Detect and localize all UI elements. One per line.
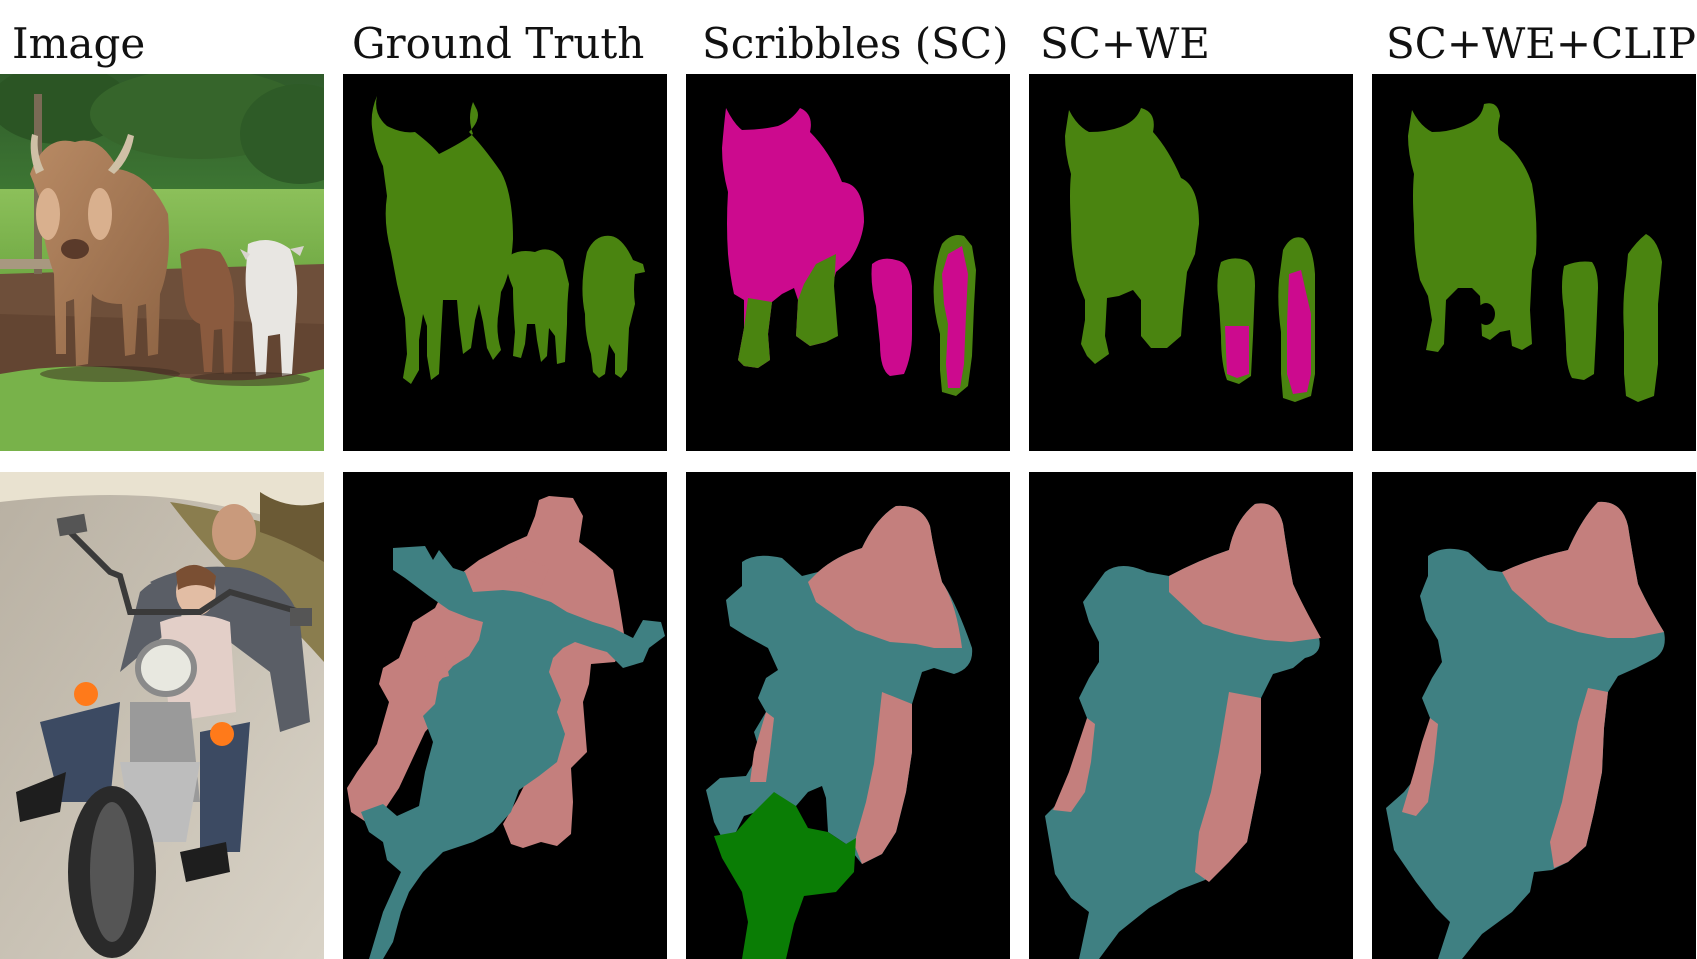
column-title-ground-truth: Ground Truth	[352, 19, 645, 68]
mask-sc-we-cows	[1029, 74, 1353, 451]
mask-scribbles-motorbike	[686, 472, 1010, 959]
mask-scribbles-cows	[686, 74, 1010, 451]
photo-cows	[0, 74, 324, 451]
column-title-sc-we: SC+WE	[1040, 19, 1210, 68]
column-title-scribbles: Scribbles (SC)	[702, 19, 1009, 68]
mask-sc-we-motorbike	[1029, 472, 1353, 959]
mask-sc-we-clip-cows	[1372, 74, 1696, 451]
column-title-image: Image	[12, 19, 146, 68]
photo-motorbike	[0, 472, 324, 959]
column-title-sc-we-clip: SC+WE+CLIP	[1386, 19, 1696, 68]
mask-ground-truth-cows	[343, 74, 667, 451]
mask-sc-we-clip-motorbike	[1372, 472, 1696, 959]
mask-ground-truth-motorbike	[343, 472, 667, 959]
